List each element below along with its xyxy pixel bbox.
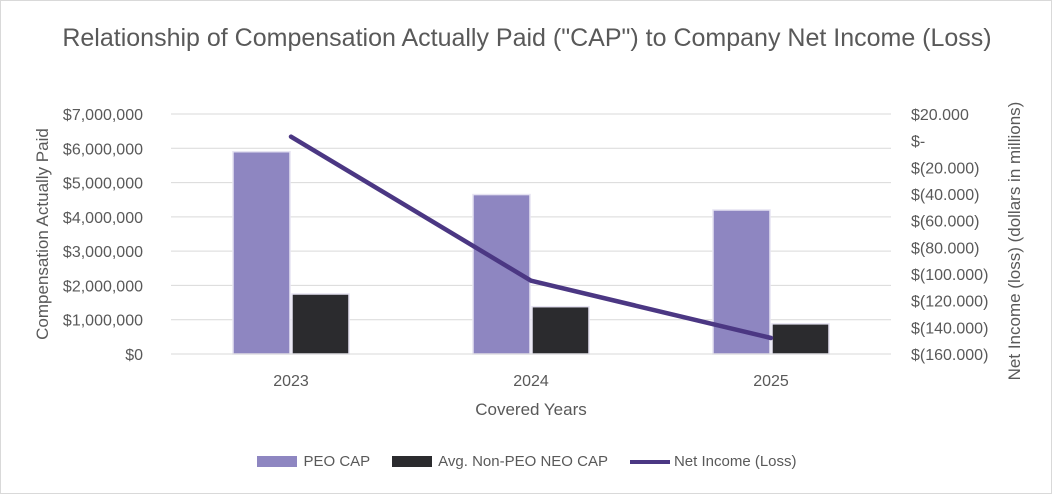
- bar-non-peo-cap: [531, 305, 590, 355]
- y-tick-label-right: $20.000: [911, 107, 969, 124]
- y-tick-label-right: $(160.000): [911, 347, 988, 364]
- y-tick-label-left: $2,000,000: [63, 278, 143, 295]
- legend-item-net-income: Net Income (Loss): [629, 453, 797, 470]
- legend-swatch-peo-cap: [257, 456, 298, 467]
- y-tick-label-right: $(140.000): [911, 320, 988, 337]
- y-tick-label-left: $3,000,000: [63, 244, 143, 261]
- y-tick-label-right: $(60.000): [911, 214, 980, 231]
- legend-item-peo-cap: PEO CAP: [257, 453, 370, 470]
- x-axis-title: Covered Years: [475, 400, 587, 419]
- x-tick-label: 2025: [753, 373, 789, 390]
- x-tick-label: 2024: [513, 373, 549, 390]
- y-tick-label-left: $4,000,000: [63, 210, 143, 227]
- bar-peo-cap: [232, 150, 291, 355]
- x-tick-label: 2023: [273, 373, 309, 390]
- y-tick-label-right: $(20.000): [911, 160, 980, 177]
- y-tick-label-right: $(40.000): [911, 187, 980, 204]
- y-tick-label-right: $(100.000): [911, 267, 988, 284]
- y-tick-label-right: $(80.000): [911, 240, 980, 257]
- line-net-income: [288, 134, 774, 341]
- bar-non-peo-cap: [291, 293, 350, 355]
- legend-label-peo-cap: PEO CAP: [303, 453, 371, 470]
- y-tick-label-left: $5,000,000: [63, 176, 143, 193]
- y-tick-label-left: $7,000,000: [63, 107, 143, 124]
- y-tick-label-left: $6,000,000: [63, 141, 143, 158]
- legend-swatch-net-income: [629, 459, 670, 464]
- y-tick-label-right: $-: [911, 134, 925, 151]
- y-axis-title-right: Net Income (loss) (dollars in millions): [1005, 102, 1024, 381]
- legend: PEO CAP Avg. Non-PEO NEO CAP Net Income …: [1, 453, 1052, 470]
- bar-non-peo-cap: [771, 323, 830, 355]
- legend-item-non-peo-cap: Avg. Non-PEO NEO CAP: [392, 453, 608, 470]
- y-tick-label-left: $0: [125, 347, 143, 364]
- legend-swatch-non-peo-cap: [392, 456, 433, 467]
- y-axis-title-left: Compensation Actually Paid: [33, 128, 52, 340]
- legend-label-non-peo-cap: Avg. Non-PEO NEO CAP: [438, 453, 608, 470]
- legend-label-net-income: Net Income (Loss): [673, 453, 797, 470]
- y-tick-label-left: $1,000,000: [63, 313, 143, 330]
- chart-title: Relationship of Compensation Actually Pa…: [62, 24, 992, 52]
- y-tick-label-right: $(120.000): [911, 294, 988, 311]
